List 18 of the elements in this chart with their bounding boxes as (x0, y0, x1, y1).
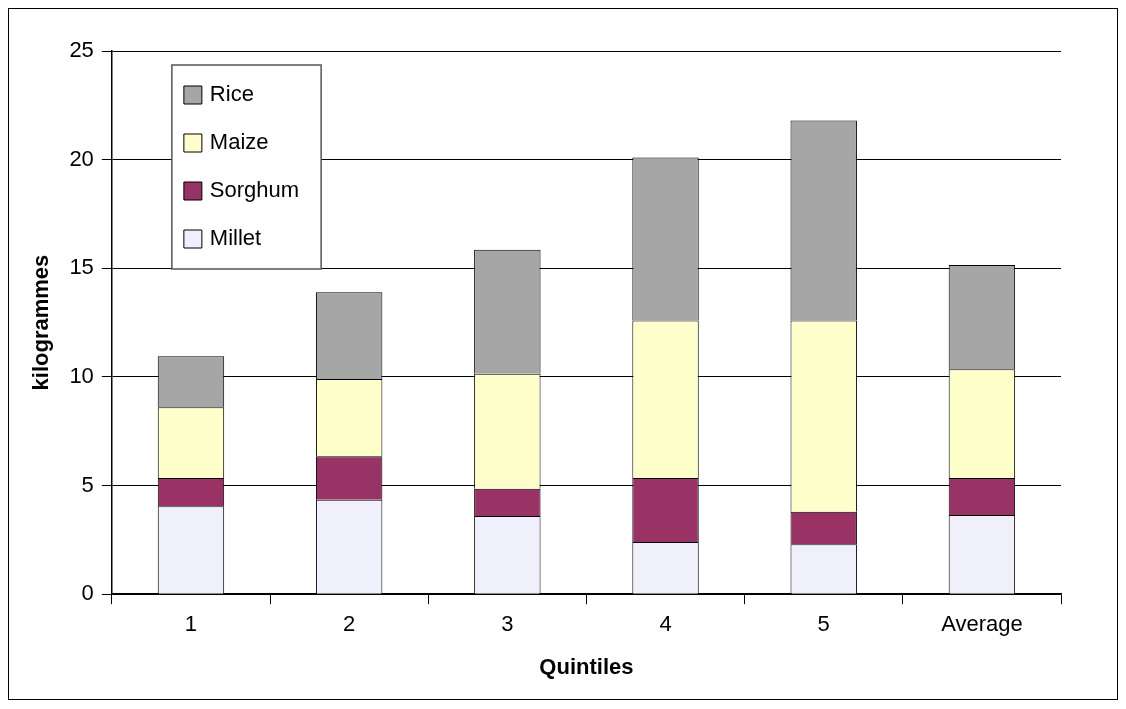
legend-label: Millet (209, 225, 262, 251)
legend-label: Rice (209, 81, 254, 107)
legend-label: Maize (209, 129, 269, 155)
y-tick-label: 10 (69, 362, 94, 388)
legend-label: Sorghum (209, 177, 300, 203)
x-tick-label: 4 (659, 611, 672, 637)
x-tick-label: 2 (343, 611, 356, 637)
y-axis-title: kilogrammes (28, 254, 54, 391)
y-tick-label: 25 (69, 37, 94, 63)
y-tick-label: 20 (69, 145, 94, 171)
x-tick-label: 1 (184, 611, 198, 637)
x-axis-title: Quintiles (539, 653, 634, 679)
x-tick-label: 3 (501, 611, 514, 637)
x-tick-label: 5 (817, 611, 830, 637)
y-tick-label: 15 (69, 254, 94, 280)
y-tick-label: 5 (81, 471, 94, 497)
y-tick-label: 0 (81, 580, 94, 606)
x-tick-label: Average (941, 611, 1023, 637)
